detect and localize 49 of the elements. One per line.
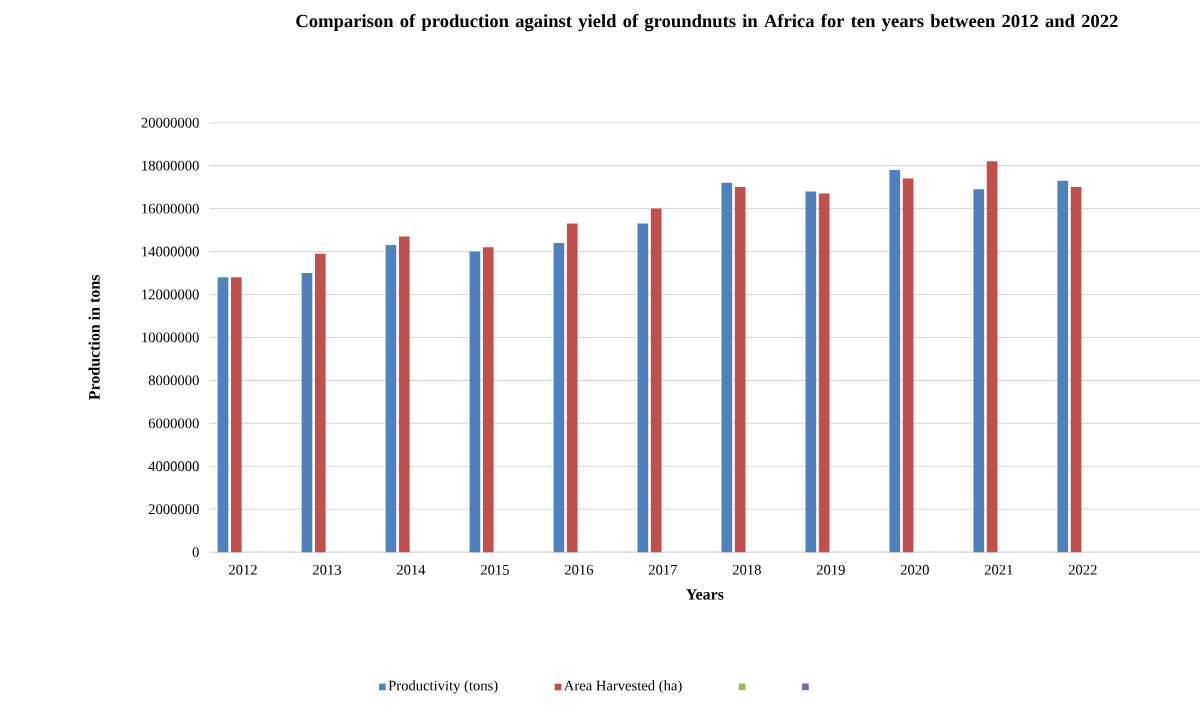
x-tick-label: 2014	[396, 565, 426, 575]
x-tick-label: 2017	[648, 565, 678, 575]
y-tick-label: 14000000	[142, 246, 199, 257]
y-tick-label: 2000000	[148, 504, 199, 515]
bar	[1070, 187, 1082, 553]
bar	[230, 277, 242, 553]
y-tick-label: 12000000	[142, 289, 199, 300]
bar	[902, 178, 914, 553]
x-tick-label: 2015	[480, 565, 509, 575]
bar	[482, 247, 494, 553]
bar	[973, 189, 985, 553]
x-tick-label: 2016	[564, 565, 594, 575]
legend-label: Productivity (tons)	[388, 680, 498, 694]
bar	[469, 251, 481, 553]
bar	[385, 245, 397, 553]
legend-label: Area Harvested (ha)	[563, 680, 682, 694]
bar	[553, 243, 565, 553]
x-axis-title: Years	[686, 589, 724, 600]
y-tick-label: 8000000	[148, 375, 199, 386]
x-tick-label: 2018	[732, 565, 761, 575]
bar	[805, 191, 817, 553]
x-tick-label: 2021	[984, 565, 1013, 575]
y-tick-label: 16000000	[142, 203, 199, 214]
y-axis-title: Production in tons	[88, 275, 100, 401]
bar	[721, 183, 733, 553]
bar	[1057, 180, 1069, 553]
bar	[734, 187, 746, 553]
bar	[314, 253, 326, 553]
x-tick-label: 2019	[816, 565, 845, 575]
y-tick-label: 4000000	[148, 461, 199, 472]
x-tick-label: 2012	[229, 565, 257, 575]
x-tick-label: 2022	[1068, 565, 1097, 575]
bar	[217, 277, 229, 553]
y-tick-label: 0	[192, 547, 199, 558]
bar	[818, 193, 830, 553]
y-tick-label: 18000000	[142, 160, 199, 171]
chart-title: Comparison of production against yield of groundnuts in Africa for ten years between 2012 and 2022	[296, 14, 1118, 32]
y-tick-label: 20000000	[141, 118, 199, 128]
y-tick-label: 6000000	[148, 418, 199, 429]
y-tick-label: 10000000	[142, 332, 199, 343]
bar	[637, 223, 649, 553]
x-tick-label: 2013	[313, 565, 342, 575]
bar	[986, 161, 998, 553]
bar	[301, 273, 313, 553]
bar	[566, 223, 578, 553]
bar	[398, 236, 410, 553]
bar	[889, 170, 901, 553]
bar	[650, 208, 662, 553]
x-tick-label: 2020	[900, 565, 929, 575]
